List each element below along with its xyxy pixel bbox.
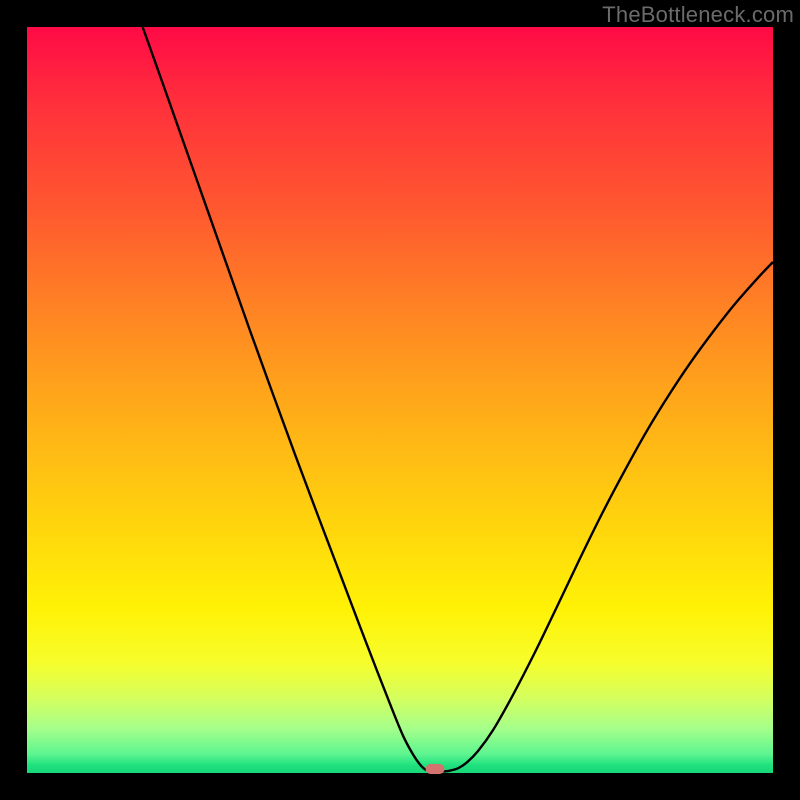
bottleneck-curve xyxy=(27,27,773,773)
optimum-marker xyxy=(426,764,445,774)
watermark-text: TheBottleneck.com xyxy=(602,2,794,28)
chart-plot-area xyxy=(27,27,773,773)
